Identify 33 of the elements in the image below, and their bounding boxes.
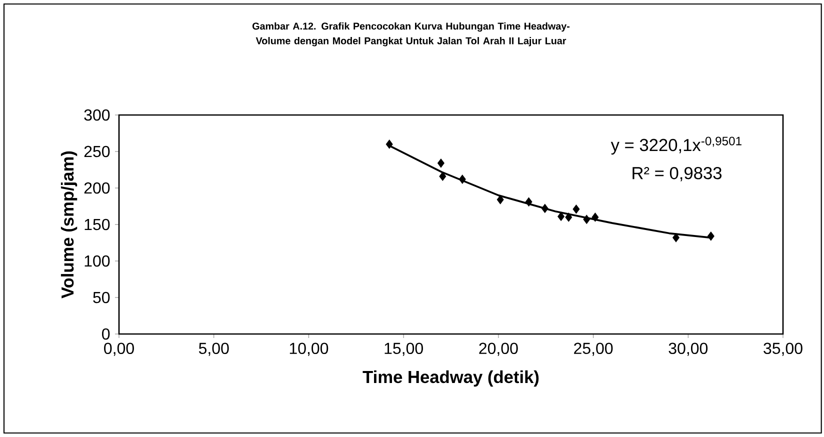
point — [707, 232, 714, 241]
x-tick-label: 15,00 — [384, 342, 423, 356]
point — [386, 140, 393, 149]
x-tick-label: 35,00 — [764, 342, 802, 356]
point — [439, 172, 446, 181]
y-tick-label: 300 — [84, 109, 110, 121]
x-tick-label: 10,00 — [290, 342, 328, 356]
x-tick-label: 30,00 — [668, 342, 708, 356]
point — [672, 233, 680, 242]
point — [565, 212, 572, 222]
y-tick-label: 0 — [102, 328, 110, 340]
annotation: R² = 0,9833 — [632, 166, 722, 182]
point — [558, 212, 565, 222]
x-tick-label: 25,00 — [574, 342, 613, 356]
x-tick-label: 0,00 — [104, 342, 134, 356]
point — [458, 174, 466, 184]
y-tick-label: 50 — [93, 292, 110, 304]
point — [572, 204, 580, 214]
point — [541, 204, 548, 213]
y-tick-label: 250 — [84, 146, 110, 158]
chart-title: Gambar A.12. Grafik Pencocokan Kurva Hubungan Time Headway-Volume dengan Model Pangkat Untuk Jalan Tol Arah II Lajur Luar — [252, 22, 570, 46]
y-tick-label: 150 — [84, 218, 110, 230]
x-tick-label: 20,00 — [479, 342, 518, 356]
point — [525, 197, 532, 206]
annotation: y = 3220,1x$^{-0,9501}$ — [610, 136, 742, 155]
y-axis-title: Volume (smp/jam) — [60, 151, 78, 298]
y-tick-label: 100 — [84, 255, 110, 267]
point — [592, 212, 599, 222]
point — [583, 214, 590, 224]
y-tick-label: 200 — [84, 182, 110, 194]
x-axis-title: Time Headway (detik) — [362, 370, 539, 387]
point — [437, 158, 444, 168]
x-tick-label: 5,00 — [198, 342, 229, 356]
